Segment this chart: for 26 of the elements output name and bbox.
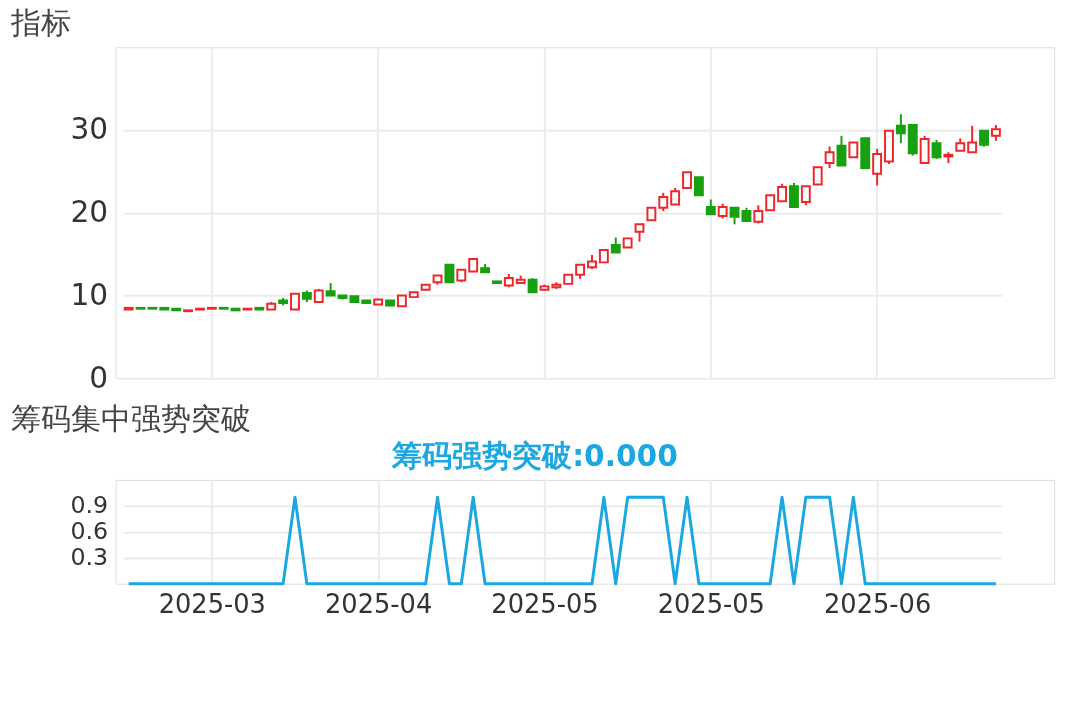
candlestick bbox=[836, 134, 847, 167]
y-tick-label: 0.3 bbox=[70, 543, 109, 572]
x-tick-label: 2025-04 bbox=[325, 588, 433, 619]
y-tick-label: 0 bbox=[89, 359, 109, 395]
chart-title: 筹码集中强势突破 bbox=[10, 400, 251, 436]
y-tick-label: 0.9 bbox=[70, 491, 109, 520]
candlestick bbox=[693, 176, 704, 197]
y-tick-label: 10 bbox=[70, 276, 109, 312]
candlestick bbox=[824, 145, 835, 170]
chart-title: 指标 bbox=[9, 5, 71, 41]
candlestick bbox=[931, 138, 942, 160]
text: 筹码强势突破:0.000 bbox=[391, 438, 678, 474]
candlestick bbox=[895, 113, 906, 145]
candlestick bbox=[800, 185, 811, 207]
candlestick bbox=[789, 181, 799, 208]
candlestick bbox=[658, 191, 669, 213]
y-tick-label: 20 bbox=[70, 194, 109, 230]
x-tick-label: 2025-06 bbox=[823, 588, 932, 619]
x-tick-label: 2025-03 bbox=[158, 588, 266, 619]
y-tick-label: 0.6 bbox=[70, 517, 109, 546]
x-tick-label: 2025-05 bbox=[657, 588, 765, 619]
x-tick-label: 2025-05 bbox=[491, 588, 599, 619]
candlestick bbox=[919, 134, 930, 165]
candlestick bbox=[967, 124, 978, 154]
candlestick bbox=[872, 148, 883, 187]
y-tick-label: 30 bbox=[70, 111, 109, 147]
